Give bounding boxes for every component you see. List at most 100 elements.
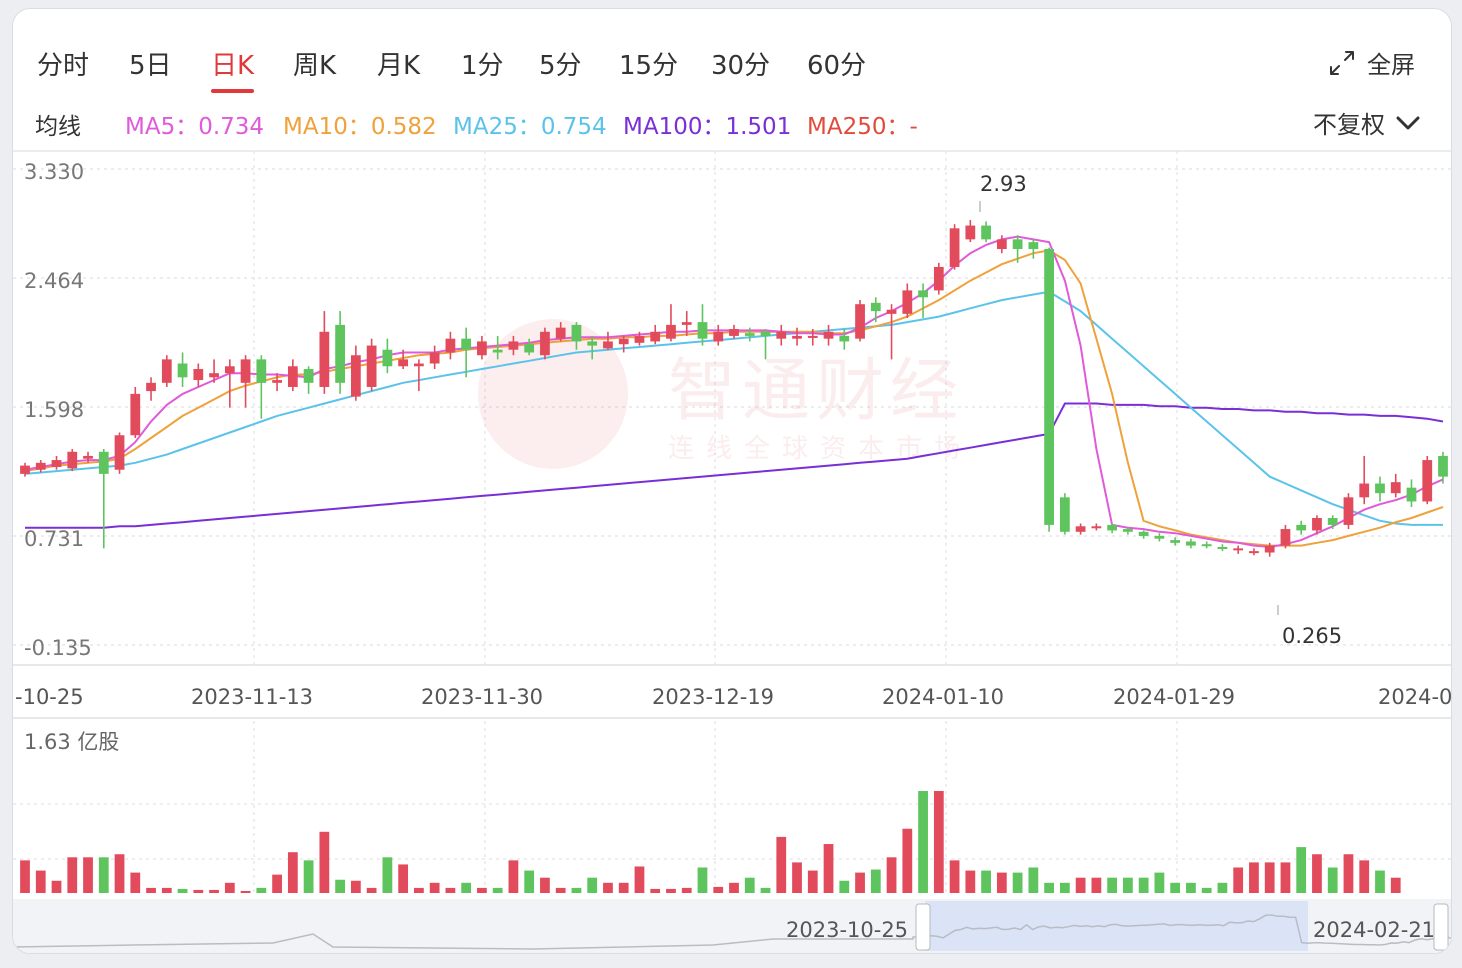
- price-adjust-select[interactable]: 不复权: [1313, 105, 1421, 140]
- candle: [445, 331, 456, 360]
- candle: [1107, 523, 1118, 534]
- candle-body: [319, 331, 330, 387]
- volume-bar: [1012, 872, 1023, 893]
- candle-body: [792, 335, 802, 339]
- volume-bar: [1217, 882, 1228, 893]
- volume-bar: [1343, 854, 1354, 893]
- candle: [1375, 476, 1385, 502]
- candle: [697, 304, 708, 346]
- volume-bar: [555, 887, 566, 893]
- volume-bar: [1280, 862, 1291, 893]
- volume-bar: [67, 857, 78, 893]
- candle: [130, 386, 141, 439]
- candle-body: [1280, 529, 1291, 546]
- volume-bar: [366, 887, 377, 893]
- candle-body: [1012, 239, 1023, 250]
- tab-5min[interactable]: 5分: [539, 51, 582, 81]
- volume-bar: [839, 880, 850, 893]
- navigator-right-handle[interactable]: [1433, 903, 1449, 951]
- tab-monthly-k[interactable]: 月K: [377, 51, 421, 81]
- candle-body: [1312, 518, 1322, 531]
- candle: [461, 327, 472, 378]
- volume-bar: [760, 887, 771, 893]
- candle: [1186, 538, 1196, 549]
- candle-body: [965, 225, 976, 240]
- tab-1min[interactable]: 1分: [461, 51, 504, 81]
- volume-bar: [1201, 887, 1212, 893]
- tab-15min[interactable]: 15分: [619, 51, 679, 81]
- tab-30min[interactable]: 30分: [711, 51, 771, 81]
- candle: [650, 324, 661, 345]
- volume-bar: [1312, 854, 1322, 893]
- candle-body: [1201, 544, 1212, 547]
- volume-bar: [1028, 867, 1039, 893]
- volume-bar: [20, 860, 30, 893]
- candle-body: [886, 309, 897, 314]
- candle: [1217, 544, 1228, 552]
- x-tick-label: 2024-01-10: [882, 685, 1004, 709]
- high-price-label: 2.93: [980, 172, 1027, 196]
- candle: [335, 311, 345, 394]
- volume-bar: [729, 882, 739, 893]
- candle: [1123, 527, 1133, 535]
- expand-icon: [1330, 50, 1354, 75]
- volume-bar: [335, 879, 345, 893]
- volume-bar: [1107, 877, 1118, 893]
- candle: [981, 221, 991, 243]
- candle-body: [918, 290, 928, 298]
- candle: [1201, 541, 1212, 549]
- candle-body: [272, 380, 282, 383]
- candle-body: [666, 324, 676, 339]
- candle-body: [146, 382, 156, 392]
- navigator-track: [13, 899, 1451, 953]
- y-axis-labels: 3.330 2.464 1.598 0.731 -0.135: [24, 160, 92, 660]
- candle: [1028, 239, 1039, 259]
- tab-5day[interactable]: 5日: [129, 51, 172, 81]
- candle: [886, 304, 897, 360]
- candle-body: [1075, 526, 1086, 532]
- candle: [1280, 524, 1291, 549]
- candle-body: [161, 359, 172, 383]
- candle: [240, 355, 251, 408]
- candle-body: [634, 335, 645, 343]
- ma25-line: [24, 290, 1443, 526]
- candle: [949, 224, 960, 270]
- candle-body: [429, 352, 440, 364]
- candle-body: [540, 331, 550, 356]
- candle: [902, 283, 913, 318]
- tab-daily-k[interactable]: 日K: [211, 45, 255, 93]
- navigator-selection: [925, 901, 1308, 951]
- candle-body: [524, 344, 535, 353]
- candle-body: [335, 324, 345, 383]
- candle: [618, 335, 629, 353]
- candle: [634, 331, 645, 346]
- candle-body: [1091, 526, 1102, 529]
- volume-bar: [319, 831, 330, 893]
- candle: [382, 338, 393, 374]
- ma25-value: MA25：0.754: [453, 114, 607, 140]
- tab-60min[interactable]: 60分: [807, 51, 867, 81]
- fullscreen-button[interactable]: 全屏: [1329, 45, 1415, 80]
- candle: [1154, 533, 1165, 542]
- volume-bar: [114, 854, 125, 893]
- candle-body: [461, 338, 472, 350]
- candle-body: [1264, 545, 1275, 553]
- candle-body: [508, 341, 519, 350]
- tab-weekly-k[interactable]: 周K: [293, 51, 337, 81]
- navigator-left-handle[interactable]: [915, 903, 931, 951]
- candle-body: [177, 363, 188, 378]
- volume-bar: [477, 887, 487, 893]
- candle-body: [83, 455, 93, 459]
- volume-bar: [161, 887, 172, 893]
- watermark: 智通财经 连线全球资本市场: [478, 319, 960, 469]
- candle: [319, 311, 330, 394]
- volume-bar: [1359, 860, 1370, 893]
- volume-bar: [981, 870, 991, 893]
- tab-timeshare[interactable]: 分时: [37, 51, 90, 81]
- volume-bar: [1059, 882, 1070, 893]
- ma250-value: MA250：-: [807, 114, 918, 140]
- volume-bar: [51, 880, 62, 893]
- volume-bar: [681, 887, 692, 893]
- candle: [933, 262, 944, 295]
- candle-body: [382, 349, 393, 367]
